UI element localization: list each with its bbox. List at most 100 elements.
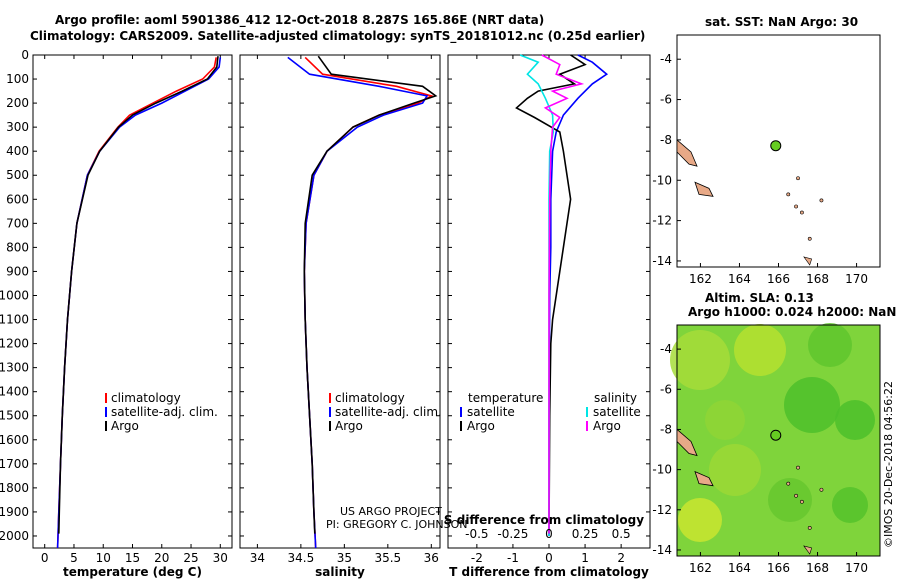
map-y-tick-label: -14 xyxy=(652,543,672,557)
panel-frame-salinity xyxy=(239,54,441,549)
x-tick-label: 35.5 xyxy=(374,551,401,565)
island-dot xyxy=(796,465,800,470)
y-tick-label: 900 xyxy=(6,264,29,278)
panel-frame-temperature xyxy=(32,54,233,549)
series-line-argo xyxy=(303,55,438,534)
y-tick-label: 200 xyxy=(6,96,29,110)
series-line-t-satellite xyxy=(548,54,609,536)
island-shape xyxy=(676,139,698,167)
x-tick-label: 0 xyxy=(545,551,553,565)
map-y-tick-label: -8 xyxy=(660,422,672,436)
y-tick-label: 1200 xyxy=(0,337,29,351)
series-line-climatology xyxy=(303,56,434,549)
map-y-tick-label: -4 xyxy=(660,52,672,66)
island-dot xyxy=(786,192,791,197)
sla-field-patch xyxy=(670,330,730,390)
island-shape xyxy=(676,428,698,457)
top-x-tick-label: -0.25 xyxy=(497,527,528,541)
sla-field-patch xyxy=(768,478,812,522)
sst-map-title: sat. SST: NaN Argo: 30 xyxy=(705,15,859,29)
x-tick-label: 34 xyxy=(250,551,265,565)
y-tick-label: 0 xyxy=(21,48,29,62)
y-tick-label: 300 xyxy=(6,120,29,134)
map-y-tick-label: -10 xyxy=(652,173,672,187)
island-dot xyxy=(800,210,804,215)
legend-label: satellite xyxy=(593,405,641,419)
map-y-tick-label: -6 xyxy=(660,382,672,396)
sla-field-patch xyxy=(784,377,840,433)
sla-field-patch xyxy=(835,400,875,440)
x-tick-label: 5 xyxy=(70,551,78,565)
y-tick-label: 100 xyxy=(6,72,29,86)
x-tick-label: 1 xyxy=(581,551,589,565)
legend-label: Argo xyxy=(111,419,139,433)
y-tick-label: 600 xyxy=(6,192,29,206)
island-dot xyxy=(786,481,791,486)
x-axis-label: temperature (deg C) xyxy=(63,565,202,579)
y-tick-label: 1500 xyxy=(0,409,29,423)
x-tick-label: 36 xyxy=(424,551,439,565)
series-line-satellite-adj-clim- xyxy=(287,56,429,549)
y-tick-label: 1800 xyxy=(0,481,29,495)
x-tick-label: 0 xyxy=(41,551,49,565)
island-dot xyxy=(807,525,812,530)
top-x-tick-label: 0.25 xyxy=(572,527,599,541)
x-tick-label: -2 xyxy=(471,551,483,565)
sla-field-patch xyxy=(709,444,761,496)
top-x-tick-label: -0.5 xyxy=(465,527,488,541)
sla-field-patch xyxy=(734,324,786,376)
series-line-climatology xyxy=(56,57,217,549)
series-line-s-argo xyxy=(541,54,585,534)
island-dot xyxy=(807,236,812,241)
island-shape xyxy=(694,181,714,197)
x-tick-label: -1 xyxy=(507,551,519,565)
y-tick-label: 1000 xyxy=(0,288,29,302)
credit-line2: PI: GREGORY C. JOHNSON xyxy=(326,518,468,531)
island-dot xyxy=(794,493,798,498)
chart-title-line1: Argo profile: aoml 5901386_412 12-Oct-20… xyxy=(55,13,545,27)
legend-title: salinity xyxy=(594,391,637,405)
legend-label: Argo xyxy=(467,419,495,433)
map-y-tick-label: -12 xyxy=(652,214,672,228)
map-x-tick-label: 166 xyxy=(767,561,790,575)
credit-line1: US ARGO PROJECT xyxy=(340,505,442,518)
y-tick-label: 1900 xyxy=(0,505,29,519)
y-tick-label: 2000 xyxy=(0,529,29,543)
y-tick-label: 400 xyxy=(6,144,29,158)
legend-label: climatology xyxy=(111,391,181,405)
map-y-tick-label: -8 xyxy=(660,133,672,147)
map-x-tick-label: 168 xyxy=(806,561,829,575)
island-dot xyxy=(800,499,804,504)
legend-title: temperature xyxy=(468,391,543,405)
island-dot xyxy=(796,176,800,181)
y-tick-label: 1300 xyxy=(0,361,29,375)
map-y-tick-label: -6 xyxy=(660,93,672,107)
y-tick-label: 1100 xyxy=(0,313,29,327)
y-tick-label: 500 xyxy=(6,168,29,182)
x-tick-label: 2 xyxy=(617,551,625,565)
map-y-tick-label: -12 xyxy=(652,503,672,517)
x-tick-label: 34.5 xyxy=(288,551,315,565)
y-tick-label: 800 xyxy=(6,240,29,254)
island-shape xyxy=(694,470,714,487)
map-y-tick-label: -10 xyxy=(652,463,672,477)
top-x-axis-label: S difference from climatology xyxy=(444,513,644,527)
island-dot xyxy=(819,198,824,203)
map-x-tick-label: 162 xyxy=(689,561,712,575)
series-line-argo xyxy=(58,56,219,534)
map-x-tick-label: 168 xyxy=(806,272,829,286)
legend-label: Argo xyxy=(335,419,363,433)
sla-map-title-line1: Altim. SLA: 0.13 xyxy=(705,291,814,305)
map-frame xyxy=(676,34,881,268)
sla-field-patch xyxy=(808,323,852,367)
island-shape xyxy=(803,545,813,555)
x-tick-label: 25 xyxy=(183,551,198,565)
y-tick-label: 1600 xyxy=(0,433,29,447)
top-x-tick-label: 0 xyxy=(545,527,553,541)
y-tick-label: 1400 xyxy=(0,385,29,399)
sla-field-patch xyxy=(678,498,722,542)
legend-label: satellite xyxy=(467,405,515,419)
series-line-t-argo xyxy=(515,54,587,534)
x-tick-label: 35 xyxy=(337,551,352,565)
